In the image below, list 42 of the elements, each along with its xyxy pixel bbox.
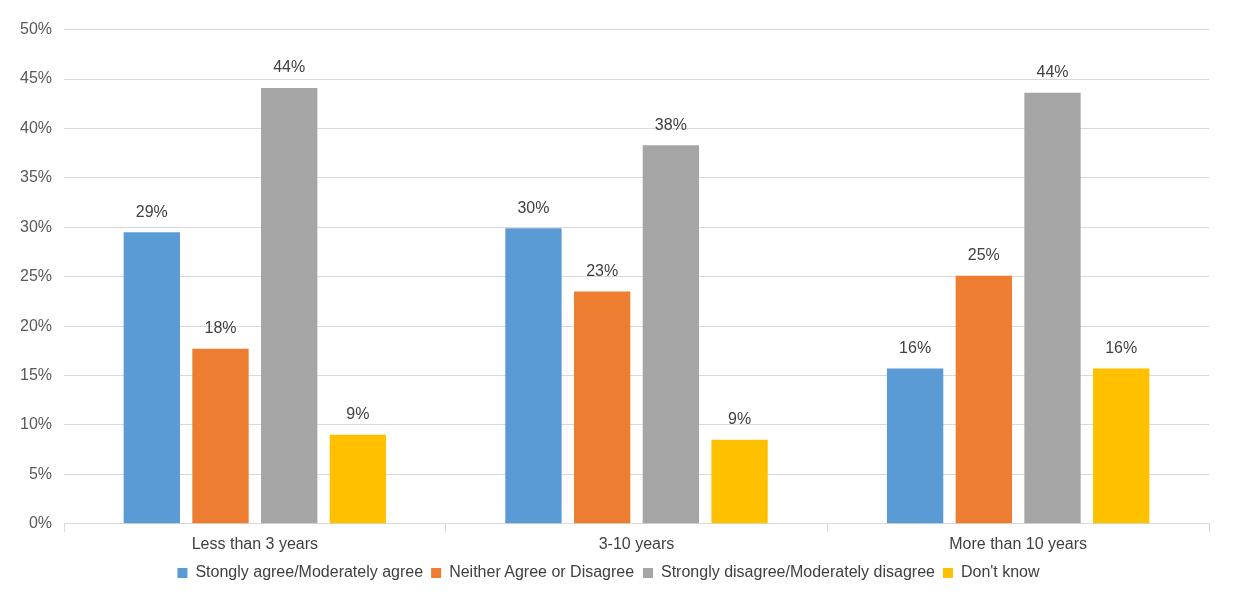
x-tick-label: Less than 3 years (191, 534, 318, 552)
y-tick-label: 30% (19, 217, 53, 235)
data-label: 29% (135, 202, 168, 220)
bar (642, 145, 700, 524)
y-tick-label: 10% (19, 415, 53, 433)
bar (1024, 92, 1081, 524)
y-tick-label: 50% (19, 20, 53, 38)
legend-label: Don't know (960, 563, 1041, 581)
data-label: 9% (346, 405, 370, 423)
bar (329, 434, 387, 524)
data-label: 16% (899, 339, 932, 357)
data-label: 44% (273, 58, 306, 76)
legend-label: Stongly agree/Moderately agree (195, 563, 424, 581)
bar (711, 439, 768, 524)
y-tick-label: 20% (19, 316, 53, 334)
y-tick-label: 5% (28, 464, 53, 482)
bar (261, 87, 318, 524)
data-label: 16% (1105, 339, 1138, 357)
bar (505, 228, 562, 524)
data-label: 23% (586, 261, 619, 279)
bar (192, 348, 249, 524)
data-label: 44% (1036, 63, 1069, 81)
y-tick-label: 40% (19, 118, 53, 136)
x-tick-label: 3-10 years (598, 534, 675, 552)
y-tick-label: 0% (28, 514, 53, 532)
y-tick-label: 35% (19, 168, 53, 186)
bar (886, 368, 944, 524)
bar (574, 291, 631, 524)
legend-label: Neither Agree or Disagree (449, 563, 635, 581)
data-label: 30% (517, 198, 550, 216)
data-label: 38% (654, 115, 687, 133)
data-label: 9% (728, 410, 752, 428)
legend-label: Strongly disagree/Moderately disagree (660, 563, 936, 581)
y-tick-label: 45% (19, 69, 53, 87)
bar (955, 275, 1012, 524)
data-label: 25% (967, 246, 1000, 264)
y-tick-label: 15% (19, 365, 53, 383)
data-label: 18% (204, 319, 237, 337)
y-tick-label: 25% (19, 267, 53, 285)
bar (123, 232, 180, 524)
x-tick-label: More than 10 years (949, 534, 1088, 552)
bar (1093, 368, 1150, 524)
